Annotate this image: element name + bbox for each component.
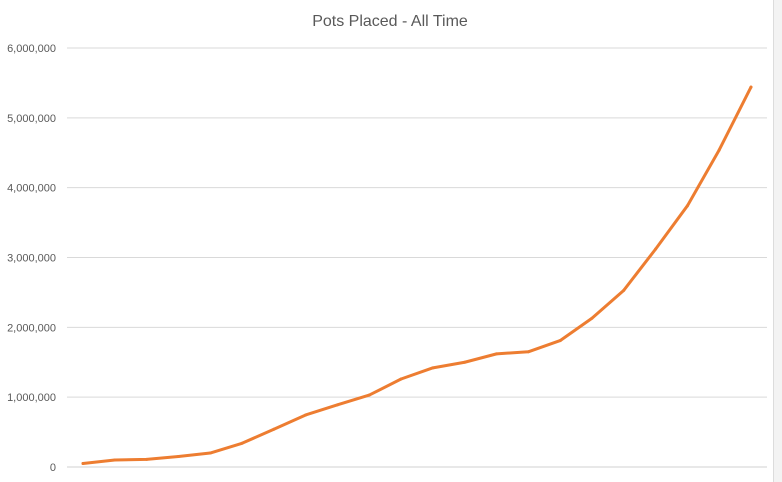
chart-title: Pots Placed - All Time <box>312 13 468 30</box>
data-point <box>81 462 85 466</box>
data-point <box>240 441 244 445</box>
data-point <box>113 458 117 462</box>
data-point <box>590 316 594 320</box>
y-tick-label: 2,000,000 <box>7 322 56 334</box>
y-tick-label: 3,000,000 <box>7 253 56 265</box>
series-line <box>81 85 753 466</box>
data-point <box>176 455 180 459</box>
data-point <box>399 377 403 381</box>
data-point <box>431 366 435 370</box>
y-tick-label: 0 <box>50 462 56 474</box>
data-point <box>463 360 467 364</box>
data-point <box>558 339 562 343</box>
data-point <box>685 204 689 208</box>
data-point <box>622 288 626 292</box>
window-edge <box>773 0 782 482</box>
data-point <box>145 457 149 461</box>
data-point <box>208 451 212 455</box>
data-point <box>495 352 499 356</box>
y-tick-label: 1,000,000 <box>7 392 56 404</box>
y-tick-label: 4,000,000 <box>7 183 56 195</box>
data-point <box>367 393 371 397</box>
data-point <box>272 427 276 431</box>
y-tick-label: 6,000,000 <box>7 43 56 55</box>
data-point <box>654 247 658 251</box>
data-point <box>304 413 308 417</box>
data-point <box>717 148 721 152</box>
data-point <box>526 350 530 354</box>
y-tick-label: 5,000,000 <box>7 113 56 125</box>
data-point <box>335 403 339 407</box>
data-point <box>749 85 753 89</box>
